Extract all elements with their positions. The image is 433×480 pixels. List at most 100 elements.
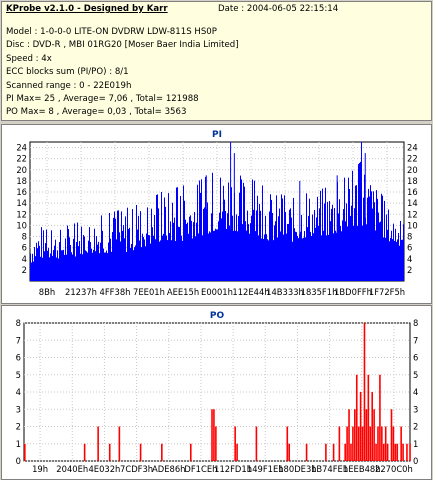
pi-bar	[112, 231, 113, 281]
pi-bar	[282, 198, 283, 281]
po-bar	[189, 443, 192, 461]
pi-bar	[31, 262, 32, 281]
x-tick-label: 19h	[32, 464, 48, 474]
pi-bar	[389, 241, 390, 281]
po-bar	[108, 443, 111, 461]
y-tick-left: 0	[16, 456, 21, 466]
info-panel: KProbe v2.1.0 - Designed by Karr Date : …	[1, 1, 432, 121]
pi-bar	[35, 256, 36, 281]
pi-bar	[51, 230, 52, 281]
pi-bar	[136, 205, 137, 281]
pi-bar	[255, 231, 256, 281]
pi-bar	[265, 215, 266, 281]
pi-bar	[247, 210, 248, 281]
pi-bar	[144, 239, 145, 281]
po-bar	[384, 426, 387, 461]
pi-bar	[317, 196, 318, 281]
pi-bar	[236, 214, 237, 281]
y-tick-left: 24	[16, 143, 27, 153]
pi-bar	[346, 203, 347, 281]
y-tick-left: 1	[16, 439, 21, 449]
pi-bar	[322, 188, 323, 281]
y-tick-right: 2	[413, 422, 418, 432]
pi-bar	[386, 214, 387, 281]
pi-bar	[120, 241, 121, 281]
pi-bar	[117, 210, 118, 281]
po-bar	[255, 426, 258, 461]
pi-bar	[328, 234, 329, 281]
pi-bar	[166, 235, 167, 281]
pi-bar	[251, 215, 252, 281]
pi-peak-bar	[205, 175, 207, 281]
pi-bar	[269, 211, 270, 281]
pi-bar	[289, 209, 290, 281]
pi-bar	[373, 191, 374, 281]
pi-bar	[176, 187, 177, 281]
pi-bar	[245, 221, 246, 281]
pi-bar	[44, 251, 45, 281]
po-bar	[402, 443, 404, 461]
po-bar	[371, 392, 373, 461]
pi-bar	[159, 241, 160, 281]
pi-bar	[154, 214, 155, 281]
pi-bar	[185, 219, 186, 281]
po-bar	[332, 443, 335, 461]
y-tick-right: 5	[413, 370, 418, 380]
pi-bar	[111, 251, 112, 281]
pi-bar	[53, 250, 54, 281]
pi-bar	[90, 242, 91, 281]
pi-bar	[107, 253, 108, 281]
pi-bar	[47, 250, 48, 281]
po-bar	[406, 443, 408, 461]
pi-bar	[205, 176, 206, 281]
pi-bar	[105, 252, 106, 281]
po-bar	[236, 443, 238, 461]
pi-bar	[235, 230, 236, 281]
pi-bar	[360, 161, 361, 281]
po-bar	[348, 409, 350, 461]
pi-bar	[377, 198, 378, 281]
pi-bar	[81, 226, 82, 281]
pi-bar	[163, 233, 164, 281]
y-tick-right: 10	[407, 220, 418, 230]
pi-bar	[184, 200, 185, 281]
pi-bar	[224, 199, 225, 281]
pi-bar	[80, 253, 81, 281]
pi-bar	[178, 226, 179, 281]
pi-bar	[394, 240, 395, 281]
pi-bar	[338, 213, 339, 281]
pi-bar	[172, 202, 173, 281]
pi-bar	[371, 191, 372, 281]
pi-bar	[239, 192, 240, 281]
pi-bar	[316, 217, 317, 281]
pi-bar	[122, 230, 123, 281]
pi-bar	[295, 231, 296, 281]
pi-bar	[220, 177, 221, 281]
po-bar	[369, 426, 372, 461]
y-tick-left: 8	[22, 232, 27, 242]
pi-bar	[61, 250, 62, 281]
pi-peak-bar	[336, 175, 338, 281]
pi-bar	[140, 211, 141, 281]
pi-bar	[195, 236, 196, 281]
x-tick-label: 4FF38h	[100, 287, 131, 297]
pi-bar	[271, 199, 272, 281]
pi-bar	[207, 202, 208, 281]
pi-bar	[333, 233, 334, 281]
pi-bar	[214, 230, 215, 281]
pi-bar	[208, 233, 209, 281]
y-tick-right: 18	[407, 176, 418, 186]
pi-bar	[68, 229, 69, 281]
pi-bar	[228, 182, 229, 281]
pi-bar	[179, 227, 180, 281]
pi-bar	[291, 217, 292, 281]
pi-bar	[300, 231, 301, 281]
pi-bar	[98, 241, 99, 281]
pi-bar	[171, 240, 172, 281]
y-tick-left: 10	[16, 220, 27, 230]
pi-bar	[30, 253, 31, 281]
pi-bar	[65, 238, 66, 281]
pi-bar	[280, 231, 281, 281]
pi-bar	[104, 252, 105, 281]
pi-bar	[148, 235, 149, 281]
